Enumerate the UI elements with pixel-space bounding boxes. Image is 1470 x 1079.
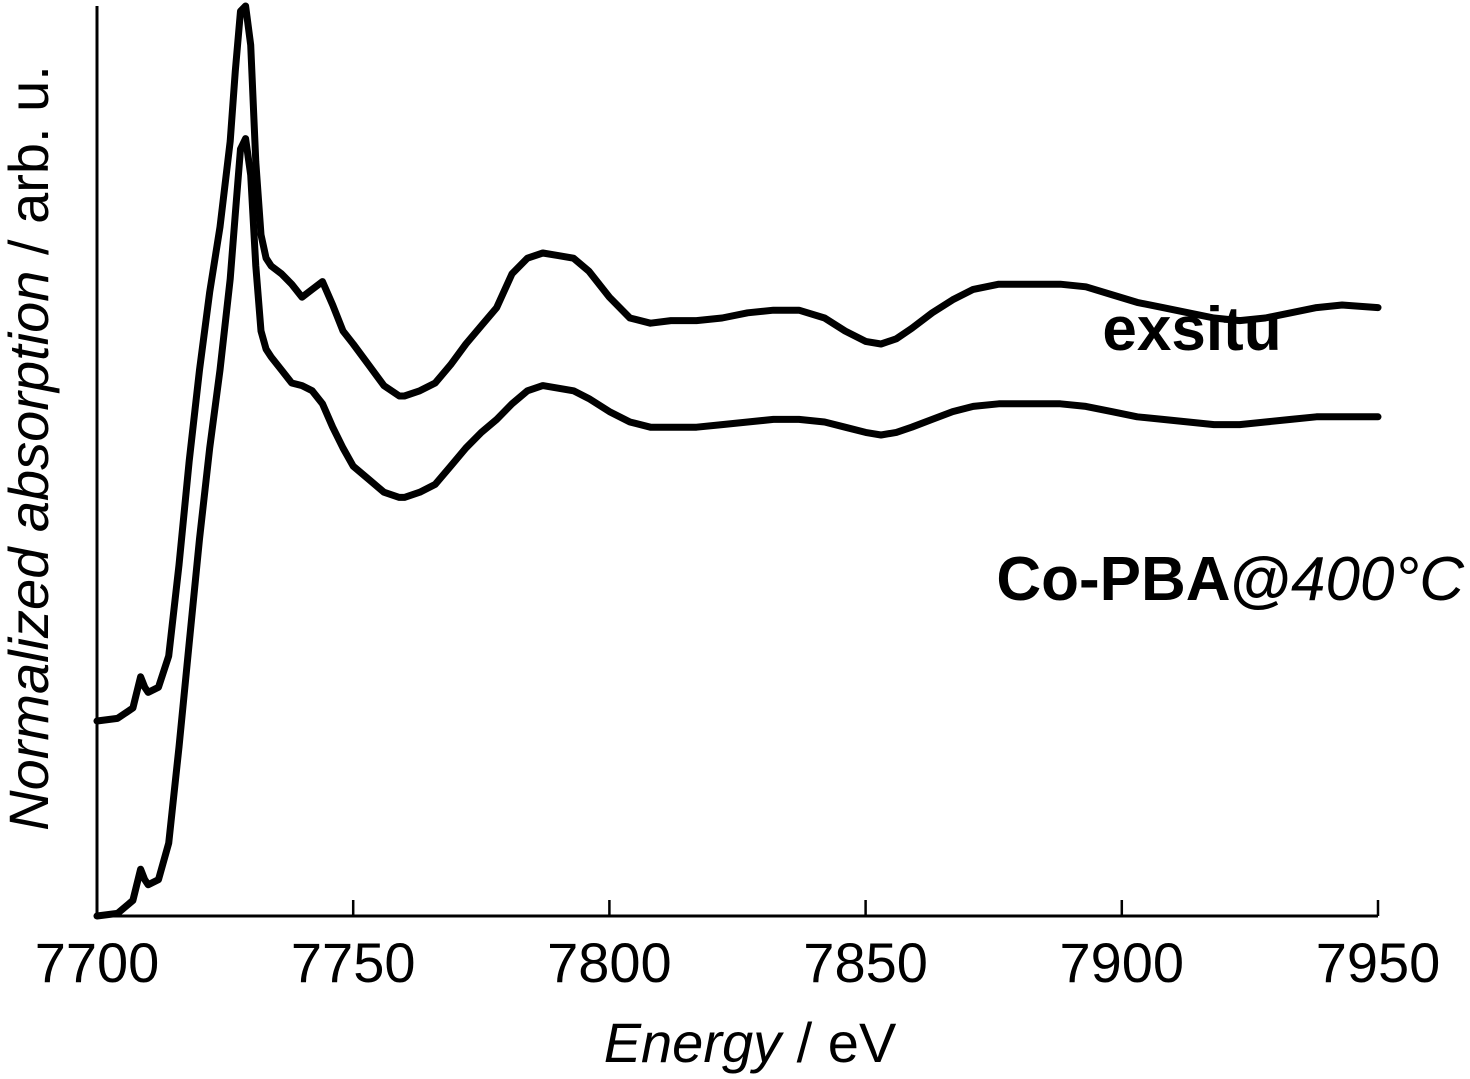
y-axis-title-unit: / arb. u. [0,65,60,270]
x-tick-labels: 7700 7750 7800 7850 7900 7950 [35,931,1441,994]
x-tick-label-7700: 7700 [35,931,160,994]
series-label-1-part-1: 400°C [1291,545,1465,614]
series-label-1: Co-PBA@400°C [996,545,1465,614]
series-line-0 [93,2,1382,725]
x-tick-label-7950: 7950 [1316,931,1441,994]
x-axis-title-italic: Energy [604,1011,784,1074]
series-label-1-part-0: Co-PBA@ [996,545,1291,614]
series-label-0: exsitu [1102,295,1281,364]
x-axis-title: Energy / eV [604,1011,897,1074]
x-tick-label-7800: 7800 [547,931,672,994]
series-line-1 [93,135,1382,920]
y-axis-title-italic: Normalized absorption [0,271,60,831]
x-tick-label-7900: 7900 [1060,931,1185,994]
x-ticks [95,900,1380,916]
x-tick-label-7750: 7750 [291,931,416,994]
x-axis-title-unit: / eV [781,1011,897,1074]
series-labels: exsitu Co-PBA@400°C [996,295,1465,614]
series-label-0-part-0: exsitu [1102,295,1281,364]
y-axis-title: Normalized absorption / arb. u. [0,65,60,831]
series-lines [93,2,1382,920]
x-tick-label-7850: 7850 [803,931,928,994]
